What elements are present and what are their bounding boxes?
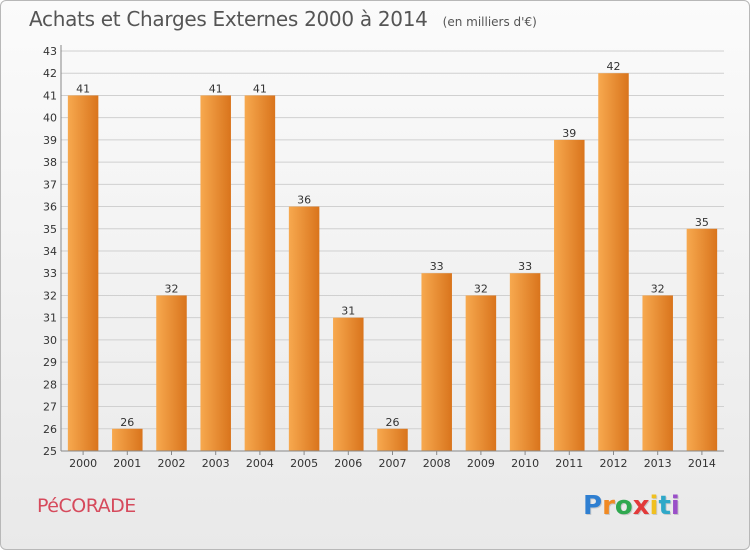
logo-letter: r xyxy=(602,491,615,521)
x-tick-label: 2010 xyxy=(511,457,539,470)
value-label: 33 xyxy=(518,260,532,273)
y-tick-label: 43 xyxy=(43,45,57,58)
x-tick-label: 2011 xyxy=(555,457,583,470)
logo-letter: o xyxy=(614,491,633,521)
proxiti-logo: Proxiti xyxy=(583,491,680,521)
y-tick-label: 36 xyxy=(43,201,57,214)
value-label: 33 xyxy=(430,260,444,273)
y-tick-label: 35 xyxy=(43,223,57,236)
logo-letter: x xyxy=(632,491,650,521)
bar xyxy=(333,317,364,451)
bar xyxy=(509,273,541,451)
commune-name: PéCORADE xyxy=(37,495,136,517)
x-tick-label: 2005 xyxy=(290,457,318,470)
value-label: 35 xyxy=(695,216,709,229)
y-axis-ticks: 25 26 27 28 29 30 31 32 33 34 35 36 37 38 39 40 41 42 43 xyxy=(43,45,57,458)
value-label: 32 xyxy=(651,282,665,295)
y-tick-label: 38 xyxy=(43,156,57,169)
value-label: 31 xyxy=(341,305,355,318)
value-label: 26 xyxy=(120,416,134,429)
y-tick-label: 41 xyxy=(43,89,57,102)
x-tick-label: 2009 xyxy=(467,457,495,470)
value-label: 36 xyxy=(297,194,311,207)
chart-unit: (en milliers d'€) xyxy=(442,15,537,29)
x-tick-label: 2001 xyxy=(113,457,141,470)
y-tick-label: 40 xyxy=(43,112,57,125)
x-tick-label: 2003 xyxy=(202,457,230,470)
x-tick-label: 2014 xyxy=(688,457,716,470)
value-label: 39 xyxy=(562,127,576,140)
x-tick-label: 2012 xyxy=(600,457,628,470)
y-tick-label: 42 xyxy=(43,67,57,80)
logo-letter: t xyxy=(658,491,671,521)
value-label: 41 xyxy=(76,82,90,95)
axes xyxy=(60,45,724,452)
y-tick-label: 39 xyxy=(43,134,57,147)
x-tick-label: 2004 xyxy=(246,457,274,470)
y-tick-label: 27 xyxy=(43,401,57,414)
y-tick-label: 31 xyxy=(43,312,57,325)
value-label: 32 xyxy=(474,282,488,295)
y-tick-label: 26 xyxy=(43,423,57,436)
value-labels: 41 26 32 41 41 36 31 26 33 32 33 39 42 32 35 xyxy=(76,60,709,429)
y-tick-label: 34 xyxy=(43,245,57,258)
bars xyxy=(67,73,718,451)
y-tick-label: 32 xyxy=(43,289,57,302)
x-tick-label: 2013 xyxy=(644,457,672,470)
value-label: 26 xyxy=(386,416,400,429)
x-tick-label: 2000 xyxy=(69,457,97,470)
value-label: 41 xyxy=(209,82,223,95)
bar xyxy=(686,228,718,451)
value-label: 41 xyxy=(253,82,267,95)
y-tick-label: 30 xyxy=(43,334,57,347)
x-tick-label: 2002 xyxy=(158,457,186,470)
value-label: 32 xyxy=(165,282,179,295)
bar xyxy=(598,73,629,451)
logo-letter: i xyxy=(649,491,659,521)
logo-letter: P xyxy=(583,491,603,521)
y-tick-label: 33 xyxy=(43,267,57,280)
bar xyxy=(156,295,187,451)
x-tick-label: 2006 xyxy=(334,457,362,470)
bar xyxy=(112,428,143,451)
logo-letter: i xyxy=(670,491,680,521)
x-tick-label: 2008 xyxy=(423,457,451,470)
x-tick-label: 2007 xyxy=(379,457,407,470)
value-label: 42 xyxy=(607,60,621,73)
bar xyxy=(421,273,452,451)
bar xyxy=(465,295,497,451)
bar xyxy=(200,95,231,451)
y-tick-label: 28 xyxy=(43,378,57,391)
bar xyxy=(377,428,408,451)
y-tick-label: 29 xyxy=(43,356,57,369)
bar xyxy=(244,95,276,451)
y-tick-label: 25 xyxy=(43,445,57,458)
bar xyxy=(642,295,673,451)
chart-title: Achats et Charges Externes 2000 à 2014 xyxy=(29,7,428,31)
x-axis-ticks: 2000 2001 2002 2003 2004 2005 2006 2007 2008 2009… xyxy=(69,451,716,470)
bar xyxy=(554,139,585,451)
bar xyxy=(67,95,99,451)
y-tick-label: 37 xyxy=(43,178,57,191)
bar xyxy=(288,206,320,451)
title-row: Achats et Charges Externes 2000 à 2014 (… xyxy=(29,7,537,31)
